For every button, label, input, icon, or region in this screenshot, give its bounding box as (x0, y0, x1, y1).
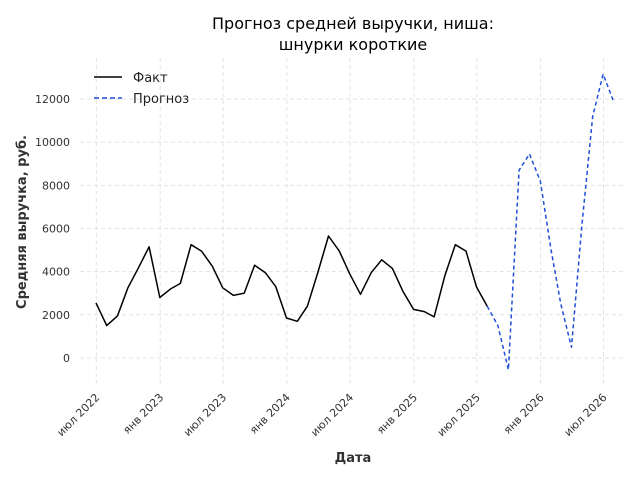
y-tick-label: 4000 (42, 266, 70, 279)
y-tick-label: 10000 (35, 136, 70, 149)
legend: Факт Прогноз (94, 71, 189, 107)
x-tick-label: июл 2024 (308, 391, 356, 439)
x-axis-label: Дата (335, 451, 372, 466)
x-tick-label: июл 2026 (562, 391, 610, 439)
x-tick-label: янв 2023 (120, 391, 166, 437)
x-tick-label: июл 2022 (54, 391, 102, 439)
chart-title-line1: Прогноз средней выручки, ниша: (212, 14, 494, 33)
series-lines (95, 73, 615, 371)
x-tick-label: июл 2023 (181, 391, 229, 439)
y-tick-label: 12000 (35, 93, 70, 106)
y-tick-label: 6000 (42, 222, 70, 235)
x-tick-label: янв 2024 (247, 391, 293, 437)
legend-label-forecast: Прогноз (133, 92, 189, 107)
series-line-forecast (486, 73, 615, 371)
y-axis-label: Средняя выручка, руб. (15, 135, 30, 309)
x-tick-label: июл 2025 (435, 391, 483, 439)
y-tick-label: 2000 (42, 309, 70, 322)
x-tick-label: янв 2025 (374, 391, 420, 437)
y-tick-label: 0 (63, 352, 70, 365)
x-tick-label: янв 2026 (501, 391, 547, 437)
legend-label-fact: Факт (133, 71, 168, 86)
series-line-fact (95, 235, 488, 327)
chart-title-line2: шнурки короткие (279, 35, 428, 54)
axis-ticks: 0 2000 4000 6000 8000 10000 12000 июл 2022 янв 2… (35, 93, 610, 439)
y-tick-label: 8000 (42, 179, 70, 192)
grid-lines (80, 58, 625, 386)
